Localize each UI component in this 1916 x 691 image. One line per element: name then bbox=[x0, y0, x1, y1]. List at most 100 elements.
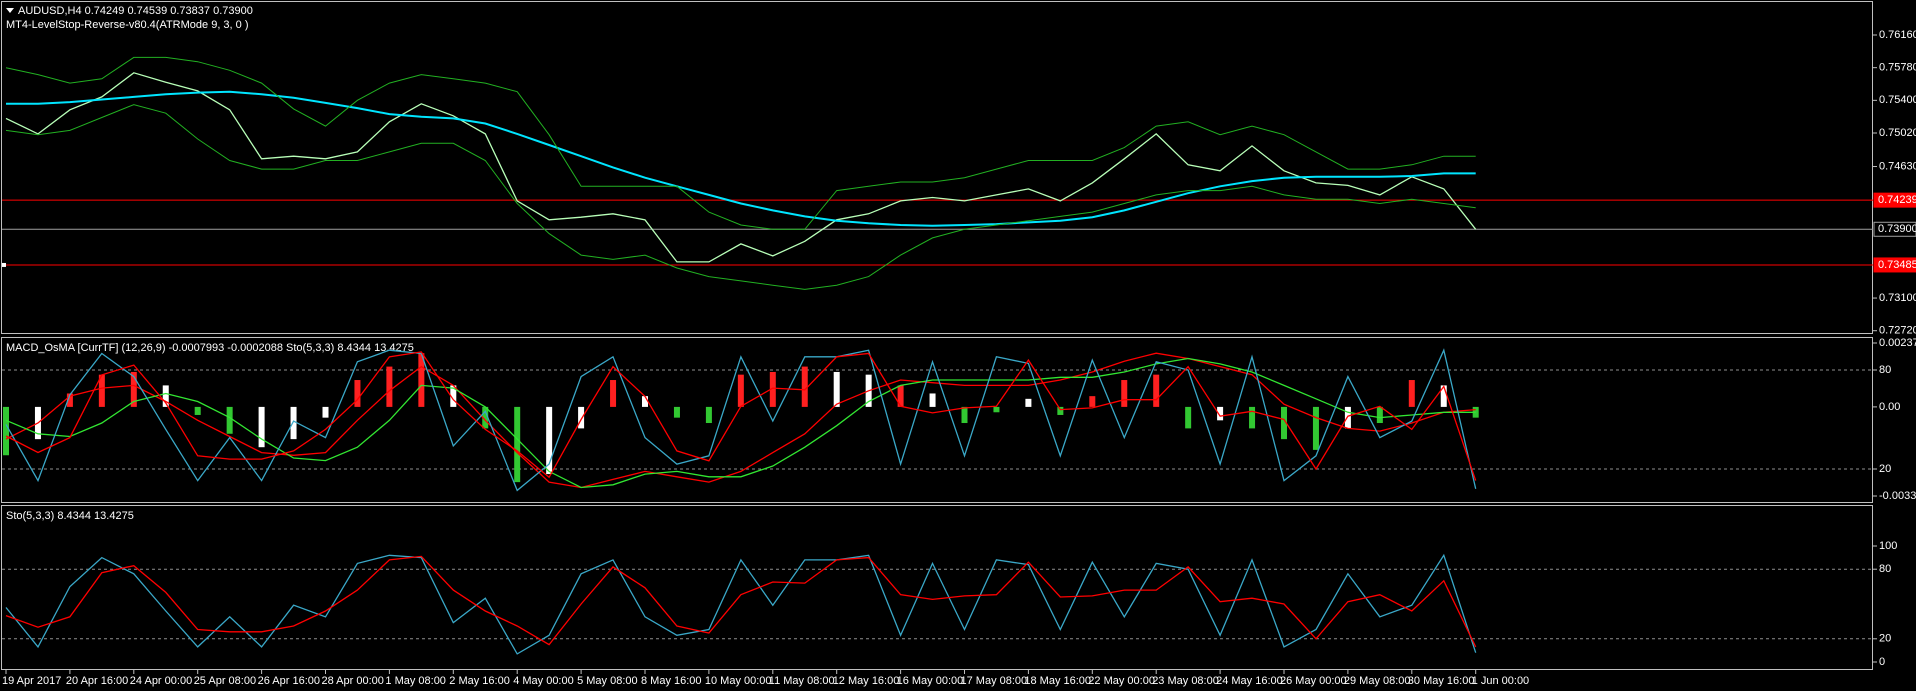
histogram-bar bbox=[929, 393, 936, 407]
price-level-box bbox=[1873, 257, 1916, 273]
x-tick-label: 16 May 00:00 bbox=[897, 675, 964, 687]
sto-header: Sto(5,3,3) 8.4344 13.4275 bbox=[6, 510, 134, 522]
x-tick-label: 11 May 08:00 bbox=[769, 675, 835, 687]
histogram-bar bbox=[450, 385, 457, 407]
series-line bbox=[5, 72, 1477, 263]
x-tick-label: 12 May 16:00 bbox=[833, 675, 900, 687]
y-tick-label: 0.75020 bbox=[1879, 127, 1916, 139]
price-level-box bbox=[1873, 221, 1916, 237]
x-tick-label: 10 May 00:00 bbox=[705, 675, 772, 687]
x-tick-label: 22 May 00:00 bbox=[1088, 675, 1155, 687]
histogram-bar bbox=[1089, 396, 1096, 407]
x-tick-label: 17 May 08:00 bbox=[961, 675, 1028, 687]
histogram-bar bbox=[226, 406, 233, 434]
histogram-bar bbox=[1344, 406, 1351, 429]
histogram-bar bbox=[642, 396, 648, 407]
y-tick-label: -0.003316 bbox=[1879, 490, 1916, 502]
histogram-bar bbox=[514, 406, 521, 483]
y-tick-label: 0.76160 bbox=[1879, 29, 1916, 41]
histogram-bar bbox=[1153, 374, 1160, 407]
histogram-bar bbox=[1408, 380, 1415, 407]
series-line bbox=[5, 553, 1477, 655]
symbol-header: AUDUSD,H4 0.74249 0.74539 0.73837 0.7390… bbox=[18, 5, 253, 17]
main-panel-frame bbox=[1, 1, 1873, 334]
histogram-bar bbox=[705, 406, 712, 424]
series-line bbox=[5, 555, 1477, 648]
histogram-bar bbox=[1121, 380, 1128, 407]
collapse-arrow[interactable] bbox=[6, 8, 14, 13]
x-tick-label: 26 Apr 16:00 bbox=[258, 675, 320, 687]
series-line bbox=[5, 357, 1476, 489]
histogram-bar bbox=[98, 374, 105, 407]
histogram-bar bbox=[354, 380, 361, 407]
histogram-bar bbox=[322, 406, 329, 418]
x-tick-label: 8 May 16:00 bbox=[641, 675, 702, 687]
x-tick-label: 25 Apr 08:00 bbox=[194, 675, 256, 687]
histogram-bar bbox=[546, 406, 553, 475]
histogram-bar bbox=[1185, 406, 1192, 429]
price-level-box bbox=[1873, 192, 1916, 208]
price-level-label: 0.73485 bbox=[1878, 259, 1916, 271]
y-tick-label: 0.75780 bbox=[1879, 62, 1916, 74]
histogram-bar bbox=[737, 374, 744, 407]
histogram-bar bbox=[162, 385, 169, 407]
x-tick-label: 23 May 08:00 bbox=[1152, 675, 1219, 687]
x-tick-label: 26 May 00:00 bbox=[1280, 675, 1347, 687]
histogram-bar bbox=[1025, 398, 1032, 407]
histogram-bar bbox=[801, 366, 808, 407]
histogram-bar bbox=[897, 385, 904, 407]
sto-panel-frame bbox=[1, 505, 1873, 670]
histogram-bar bbox=[1440, 385, 1447, 407]
histogram-bar bbox=[418, 353, 425, 407]
x-tick-label: 5 May 08:00 bbox=[577, 675, 638, 687]
series-line bbox=[5, 104, 1476, 290]
x-tick-label: 20 Apr 16:00 bbox=[66, 675, 128, 687]
histogram-bar bbox=[610, 380, 617, 407]
histogram-bar bbox=[833, 371, 840, 407]
histogram-bar bbox=[1217, 406, 1224, 421]
histogram-bar bbox=[961, 406, 968, 424]
x-tick-label: 1 Jun 00:00 bbox=[1472, 675, 1530, 687]
histogram-bar bbox=[1281, 406, 1287, 440]
y-tick-label: 0 bbox=[1879, 656, 1885, 668]
x-tick-label: 29 May 08:00 bbox=[1344, 675, 1411, 687]
histogram-bar bbox=[578, 406, 585, 429]
x-tick-label: 24 May 16:00 bbox=[1216, 675, 1283, 687]
x-tick-label: 19 Apr 2017 bbox=[2, 675, 61, 687]
histogram-bar bbox=[482, 406, 489, 429]
x-tick-label: 18 May 16:00 bbox=[1024, 675, 1091, 687]
histogram-bar bbox=[993, 406, 1000, 413]
x-tick-label: 1 May 08:00 bbox=[385, 675, 446, 687]
histogram-bar bbox=[673, 406, 680, 418]
macd-header: MACD_OsMA [CurrTF] (12,26,9) -0.0007993 … bbox=[6, 342, 414, 354]
y-tick-label: 0.73100 bbox=[1879, 292, 1916, 304]
histogram-bar bbox=[1249, 406, 1256, 429]
histogram-bar bbox=[290, 406, 297, 440]
y-tick-label: 0.74630 bbox=[1879, 160, 1916, 172]
y-tick-label: 80 bbox=[1879, 364, 1891, 376]
series-line bbox=[5, 56, 1476, 230]
histogram-bar bbox=[1057, 406, 1064, 415]
histogram-bar bbox=[1312, 406, 1319, 450]
series-line bbox=[6, 90, 1476, 227]
series-line bbox=[5, 351, 1477, 481]
price-level-label: 0.73900 bbox=[1878, 223, 1916, 235]
y-tick-label: 80 bbox=[1879, 563, 1891, 575]
histogram-bar bbox=[386, 366, 393, 407]
x-tick-label: 4 May 00:00 bbox=[513, 675, 574, 687]
histogram-bar bbox=[769, 371, 776, 407]
y-tick-label: 20 bbox=[1879, 463, 1891, 475]
histogram-bar bbox=[66, 393, 73, 407]
histogram-bar bbox=[3, 406, 9, 456]
indicator-header: MT4-LevelStop-Reverse-v80.4(ATRMode 9, 3… bbox=[6, 19, 249, 31]
series-line bbox=[5, 352, 1476, 489]
histogram-bar bbox=[194, 406, 201, 415]
macd-panel-frame bbox=[1, 337, 1873, 503]
y-tick-label: 0.002378 bbox=[1879, 337, 1916, 349]
x-tick-label: 28 Apr 00:00 bbox=[322, 675, 384, 687]
level-marker bbox=[2, 262, 6, 267]
y-tick-label: 100 bbox=[1879, 540, 1897, 552]
x-tick-label: 2 May 16:00 bbox=[449, 675, 510, 687]
